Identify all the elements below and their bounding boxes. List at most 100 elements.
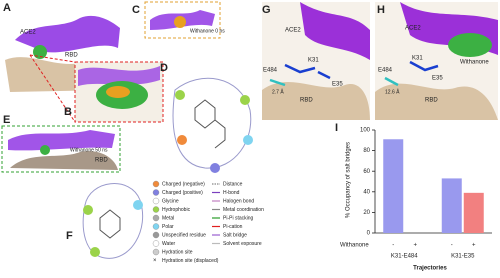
ligand [40, 145, 50, 155]
legend-swatch [152, 206, 160, 213]
y-axis-title: % Occupancy of salt bridges [346, 142, 352, 218]
legend-swatch: × [153, 258, 157, 264]
panel-e: E Withanone 50 ns RBD [1, 114, 121, 173]
label: 12.6 Å [385, 88, 400, 95]
legend-label: Polar [162, 224, 174, 230]
legend-swatch [152, 223, 160, 230]
legend-label: Pi-cation [223, 224, 243, 230]
panel-h: H ACE2 Withanone E484 K31 E35 RBD 12.6 Å [375, 2, 498, 120]
legend-swatch [152, 214, 160, 222]
ligand [174, 16, 186, 28]
panel-label: C [132, 4, 140, 16]
protein-surface [10, 151, 118, 170]
legend-label: Water [162, 241, 175, 247]
interaction-legend: Charged (negative) Charged (positive) Glyc… [152, 180, 264, 264]
label: E35 [332, 82, 343, 88]
protein-ribbon [300, 2, 370, 60]
legend-label: Charged (negative) [162, 181, 205, 187]
pocket-outline [82, 183, 144, 259]
residue-stick [269, 78, 286, 87]
label: 2.7 Å [272, 88, 284, 95]
panel-f: F [66, 183, 144, 259]
legend-label: Halogen bond [223, 198, 254, 204]
residue-stick [384, 76, 399, 87]
residue [243, 135, 253, 145]
legend-label: Metal [162, 215, 174, 221]
legend-label: - [392, 243, 394, 249]
protein-ribbon [8, 130, 115, 151]
connector [29, 54, 76, 63]
y-tick-label: 40 [363, 189, 370, 195]
residue [90, 247, 100, 257]
residue [240, 95, 250, 105]
label: E35 [432, 76, 443, 82]
residue [175, 90, 185, 100]
legend-label: Glycine [162, 198, 179, 204]
legend-label: + [472, 243, 476, 249]
ligand [448, 33, 492, 57]
panel-label: I [335, 122, 338, 134]
legend-label: + [413, 243, 417, 249]
legend-swatch [152, 197, 160, 205]
legend-label: Hydration site (displaced) [162, 258, 219, 264]
residue [83, 205, 93, 215]
pocket-outline [172, 77, 252, 169]
residue-stick [284, 63, 331, 80]
connector [29, 54, 76, 123]
y-tick-label: 80 [363, 148, 370, 154]
panel-label: H [377, 4, 385, 16]
y-tick-label: 100 [360, 128, 371, 134]
legend-label: Charged (positive) [162, 190, 203, 196]
legend-label: Salt bridge [223, 232, 247, 238]
label: Withanone 0 ns [190, 28, 225, 34]
legend-swatch [152, 180, 160, 188]
panel-label: A [3, 2, 11, 14]
label: ACE2 [285, 28, 301, 34]
legend-label: Metal coordination [223, 207, 264, 213]
label: ACE2 [405, 26, 421, 32]
label: E484 [263, 68, 278, 74]
legend-label: Distance [223, 181, 243, 187]
panel-label: F [66, 230, 73, 242]
molecule [194, 99, 226, 149]
legend-label: Solvent exposure [223, 241, 262, 247]
protein-ribbon [15, 15, 120, 53]
legend-label: Hydrophobic [162, 207, 191, 213]
row-label: Withanone [340, 243, 369, 249]
label: E484 [378, 68, 393, 74]
bar-chart: I % Occupancy of salt bridges Trajectori… [335, 122, 492, 272]
panel-b: B [29, 54, 164, 123]
residue-stick [409, 60, 439, 72]
x-tick-label: K31-E35 [451, 254, 475, 260]
x-axis-title: Trajectories [413, 266, 447, 272]
panel-label: D [160, 62, 168, 74]
y-tick-label: 0 [367, 231, 371, 237]
residue [133, 200, 143, 210]
panel-c: C Withanone 0 ns [132, 1, 225, 39]
panel-d: D [160, 62, 253, 173]
label: Withanone 50 ns [70, 147, 108, 153]
legend-swatch [152, 189, 160, 196]
legend-swatch [152, 248, 160, 256]
protein-surface [262, 81, 370, 120]
legend-label: Pi-Pi stacking [223, 215, 254, 221]
label: Withanone [460, 60, 489, 66]
residue [210, 163, 220, 173]
residue [177, 135, 187, 145]
x-tick-label: K31-E484 [391, 254, 418, 260]
panel-g: G ACE2 E484 K31 E35 RBD 2.7 Å [262, 2, 370, 120]
legend-swatch [152, 240, 160, 247]
bar [441, 178, 462, 233]
panel-label: E [3, 114, 10, 126]
label: RBD [65, 53, 78, 59]
ligand [106, 86, 130, 98]
bar [463, 192, 484, 233]
legend-swatch [152, 231, 160, 239]
label: RBD [425, 98, 438, 104]
label: K31 [308, 58, 319, 64]
legend-label: - [451, 243, 453, 249]
label: RBD [95, 158, 108, 164]
legend-label: H-bond [223, 190, 240, 196]
y-tick-label: 20 [363, 210, 370, 216]
